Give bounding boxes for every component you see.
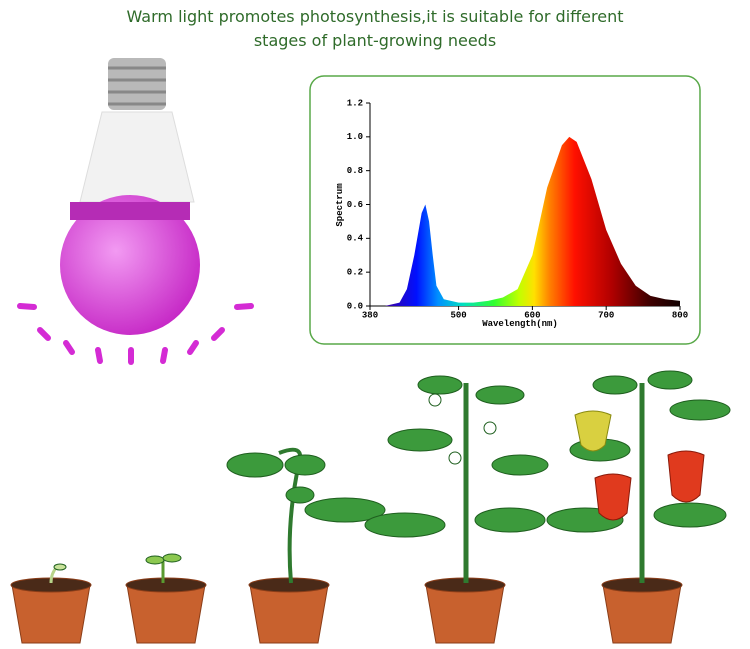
x-tick-label: 700 [598, 310, 614, 320]
pots [10, 577, 683, 644]
title-line: stages of plant-growing needs [254, 31, 496, 50]
y-tick-label: 1.0 [347, 132, 363, 142]
spectrum-area [384, 136, 680, 306]
y-axis-label: Spectrum [335, 183, 345, 227]
spectrum-chart: Wavelength(nm) Spectrum 0.0 0.2 0.4 0.6 0.8 1… [335, 98, 688, 329]
y-tick-label: 0.8 [347, 166, 363, 176]
bulb [60, 58, 200, 335]
x-tick-label: 600 [524, 310, 540, 320]
title-line: Warm light promotes photosynthesis,it is… [127, 7, 624, 26]
y-tick-label: 0.2 [347, 268, 363, 278]
x-tick-label: 800 [672, 310, 688, 320]
y-tick-label: 1.2 [347, 98, 363, 108]
x-tick-label: 500 [450, 310, 466, 320]
x-axis-label: Wavelength(nm) [482, 319, 558, 329]
y-tick-label: 0.4 [347, 234, 364, 244]
plants [49, 370, 731, 584]
y-tick-label: 0.6 [347, 200, 363, 210]
light-rays [17, 303, 254, 365]
x-tick-label: 380 [362, 310, 378, 320]
y-tick-label: 0.0 [347, 301, 363, 311]
